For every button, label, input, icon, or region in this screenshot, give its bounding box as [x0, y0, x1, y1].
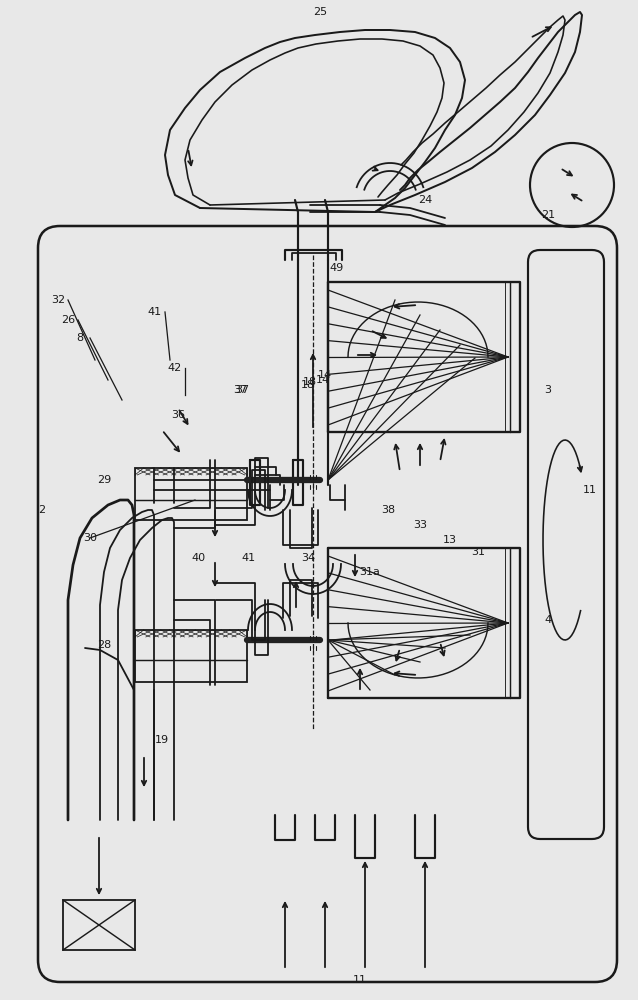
Bar	[63, 900, 135, 950]
Text: 11: 11	[583, 485, 597, 495]
Text: 34: 34	[301, 553, 315, 563]
Bar	[135, 468, 247, 520]
Text: 18: 18	[301, 380, 315, 390]
Text: 13: 13	[443, 535, 457, 545]
Text: 31: 31	[471, 547, 485, 557]
Bar	[135, 630, 247, 682]
Text: 30: 30	[83, 533, 97, 543]
Text: 32: 32	[51, 295, 65, 305]
Text: 33: 33	[413, 520, 427, 530]
Text: 4: 4	[544, 615, 552, 625]
Text: 42: 42	[168, 363, 182, 373]
Text: 21: 21	[541, 210, 555, 220]
Text: 37: 37	[235, 385, 249, 395]
Text: 38: 38	[381, 505, 395, 515]
Text: 19: 19	[155, 735, 169, 745]
Text: 31a: 31a	[360, 567, 380, 577]
Text: 41: 41	[148, 307, 162, 317]
Text: 3: 3	[544, 385, 551, 395]
Text: 49: 49	[330, 263, 344, 273]
Text: 36: 36	[171, 410, 185, 420]
Text: 18: 18	[303, 377, 317, 387]
Text: 8: 8	[77, 333, 84, 343]
Text: 24: 24	[418, 195, 432, 205]
Text: 26: 26	[61, 315, 75, 325]
Text: 37: 37	[233, 385, 247, 395]
Text: 28: 28	[97, 640, 111, 650]
Text: 41: 41	[241, 553, 255, 563]
Text: 29: 29	[97, 475, 111, 485]
Text: 11: 11	[353, 975, 367, 985]
Text: 14: 14	[318, 370, 332, 380]
Text: 14: 14	[316, 375, 330, 385]
Text: 40: 40	[191, 553, 205, 563]
Text: 25: 25	[313, 7, 327, 17]
Text: 2: 2	[38, 505, 45, 515]
